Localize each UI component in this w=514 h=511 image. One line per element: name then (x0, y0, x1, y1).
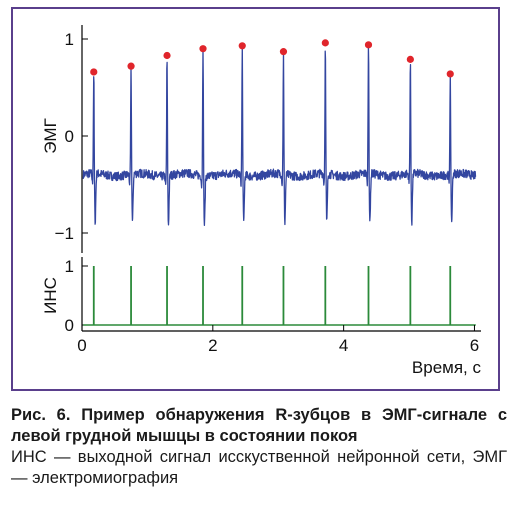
r-peak-marker (239, 42, 246, 49)
emg-y-tick-label: 0 (65, 127, 74, 146)
x-axis-label: Время, с (412, 358, 482, 377)
r-peak-marker (127, 63, 134, 70)
caption-title: Рис. 6. Пример обнаружения R-зубцов в ЭМ… (11, 405, 507, 447)
r-peak-marker (199, 45, 206, 52)
figure-caption: Рис. 6. Пример обнаружения R-зубцов в ЭМ… (11, 405, 507, 489)
ann-panel: 1 0 ИНС 0 2 4 6 Время, с (41, 257, 481, 377)
figure-frame: 1 0 −1 ЭМГ 1 0 ИНС 0 2 4 6 Время, с (11, 7, 500, 391)
r-peak-marker (322, 39, 329, 46)
caption-text: ИНС — выходной сигнал исскуственной нейр… (11, 447, 507, 489)
x-tick-label: 2 (208, 336, 217, 355)
figure-svg: 1 0 −1 ЭМГ 1 0 ИНС 0 2 4 6 Время, с (13, 9, 498, 389)
emg-y-tick-label: −1 (55, 224, 74, 243)
r-peak-marker (163, 52, 170, 59)
emg-signal-line (83, 46, 476, 225)
x-tick-label: 6 (470, 336, 479, 355)
emg-y-tick-label: 1 (65, 30, 74, 49)
x-tick-label: 0 (77, 336, 86, 355)
ann-y-tick-label: 1 (65, 257, 74, 276)
r-peak-marker (447, 70, 454, 77)
x-tick-label: 4 (339, 336, 348, 355)
ann-y-tick-label: 0 (65, 316, 74, 335)
r-peak-marker (280, 48, 287, 55)
r-peak-marker (90, 68, 97, 75)
r-peak-marker (407, 56, 414, 63)
r-peak-marker (365, 41, 372, 48)
ann-y-label: ИНС (41, 277, 60, 314)
emg-y-label: ЭМГ (41, 118, 60, 154)
emg-panel: 1 0 −1 ЭМГ (41, 25, 476, 253)
